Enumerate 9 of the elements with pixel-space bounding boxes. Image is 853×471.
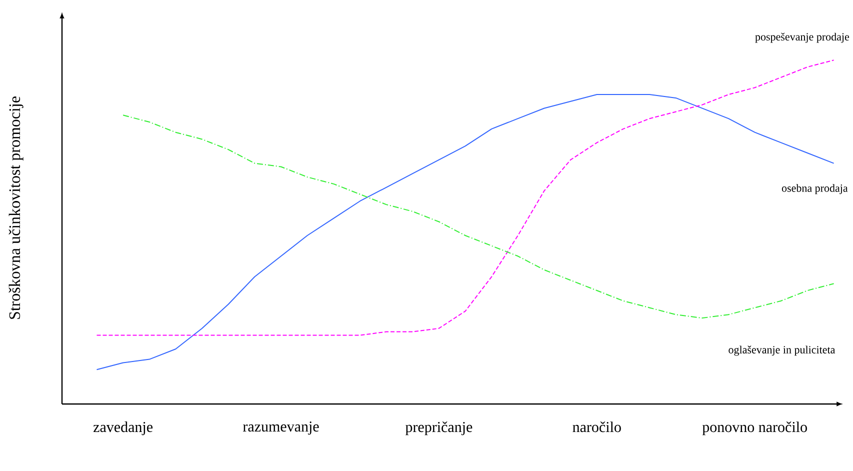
y-axis-title: Stroškovna učinkovitost promocije: [8, 96, 24, 319]
x-tick-label: ponovno naročilo: [702, 422, 807, 436]
x-tick-label: naročilo: [572, 422, 621, 432]
text: pospeševanje prodaje: [755, 32, 850, 43]
x-tick-label: prepričanje: [405, 422, 472, 436]
x-tick-label: zavedanje: [94, 422, 153, 436]
x-tick-label: razumevanje: [243, 422, 319, 435]
text: osebna prodaja: [782, 184, 848, 194]
text: oglaševanje in puliciteta: [728, 346, 836, 356]
